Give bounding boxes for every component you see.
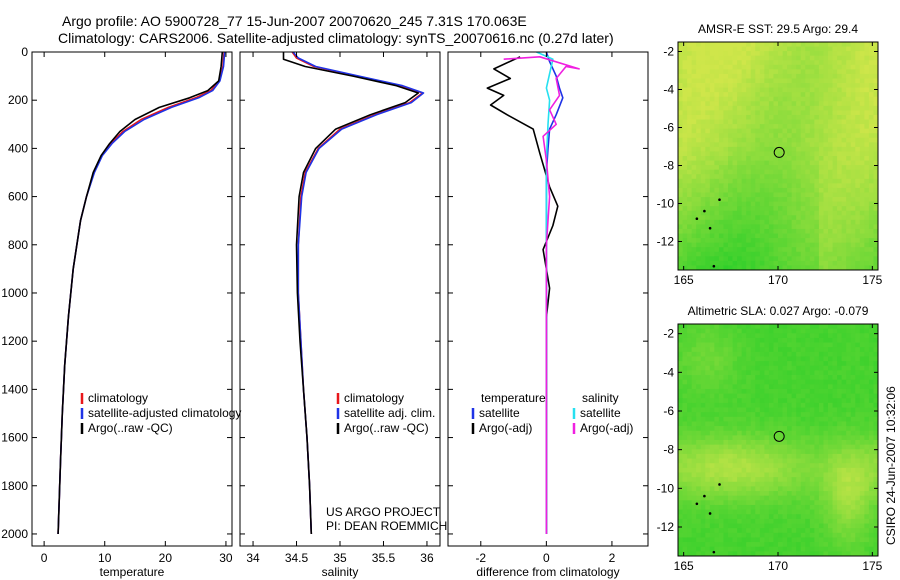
temperature-xtick-label: 0 (41, 551, 48, 565)
depth-tick-label: 1600 (1, 431, 28, 445)
temperature-axes-frame (31, 51, 233, 547)
difference-series-group (486, 52, 580, 534)
sla-map-ytick-label: -12 (657, 520, 675, 534)
difference-xtick-label: -2 (475, 551, 486, 565)
sst-map-title: AMSR-E SST: 29.5 Argo: 29.4 (698, 22, 858, 36)
difference-line-salinity-satellite (536, 52, 554, 534)
difference-xtick-label: 0 (543, 551, 550, 565)
salinity-xtick-label: 34 (246, 551, 260, 565)
depth-tick-label: 0 (21, 45, 28, 59)
sla-map-float-marker (773, 430, 785, 442)
temperature-xtick-label: 30 (219, 551, 233, 565)
sst-map-xtick-label: 175 (862, 273, 882, 287)
csiro-timestamp: CSIRO 24-Jun-2007 10:32:06 (884, 386, 898, 545)
difference-legend-salinity-entry: satellite (580, 406, 621, 420)
sla-map-xtick-label: 165 (674, 559, 694, 573)
sst-map-ytick-label: -6 (663, 121, 674, 135)
temperature-legend-entry: satellite-adjusted climatology (88, 406, 241, 420)
salinity-legend-entry: satellite adj. clim. (344, 406, 435, 420)
temperature-xtick-label: 10 (98, 551, 112, 565)
salinity-line-climatology (291, 52, 424, 535)
temperature-xtick-label: 20 (159, 551, 173, 565)
salinity-legend-entry: climatology (344, 391, 404, 405)
sst-map-xtick-label: 165 (674, 273, 694, 287)
sla-map-island (703, 494, 706, 498)
difference-legend-salinity-entry: Argo(-adj) (580, 421, 633, 435)
sla-map-xtick-label: 170 (768, 559, 788, 573)
sla-map-island (708, 512, 712, 515)
difference-legend-temperature-entry: Argo(-adj) (479, 421, 532, 435)
difference-line-salinity-argo (503, 55, 580, 534)
map-layer: 165 170 175 -2 -4 -6 -8 -10 -12 AMSR-E SST: 29.5 … (657, 22, 883, 573)
sst-map-ytick-label: -12 (657, 235, 675, 249)
depth-tick-label: 2000 (1, 527, 28, 541)
depth-tick-label: 1400 (1, 382, 28, 396)
sst-map-island (712, 264, 716, 268)
temperature-legend-entry: Argo(..raw -QC) (88, 421, 173, 435)
salinity-line-argo (282, 52, 420, 535)
sla-map-ytick-label: -4 (663, 365, 674, 379)
salinity-xtick-label: 35 (333, 551, 347, 565)
salinity-xtick-label: 34.5 (285, 551, 309, 565)
salinity-line-satellite (292, 52, 425, 535)
salinity-xtick-label: 35.5 (372, 551, 396, 565)
temperature-line-satellite (57, 52, 226, 535)
sst-map-ytick-label: -10 (657, 197, 675, 211)
sst-map-float-marker (773, 146, 785, 158)
sla-map-ytick-label: -6 (663, 404, 674, 418)
project-label: US ARGO PROJECT (326, 505, 441, 519)
sla-map-island (718, 483, 721, 486)
sla-map-raster (678, 324, 879, 557)
difference-legend-temperature-header: temperature (481, 391, 546, 405)
depth-tick-label: 1200 (1, 334, 28, 348)
sst-map-island (695, 217, 699, 220)
temperature-line-climatology (57, 52, 225, 535)
temperature-series-group (57, 52, 226, 535)
sst-map-raster (678, 42, 879, 271)
depth-tick-label: 800 (8, 238, 28, 252)
temperature-legend-entry: climatology (88, 391, 148, 405)
salinity-series-group (282, 52, 425, 535)
sst-map-ytick-label: -4 (663, 83, 674, 97)
plot-layer: 0 10 20 30temperature0200400600800100012001… (1, 45, 649, 579)
salinity-xtick-label: 36 (420, 551, 434, 565)
difference-axes-frame (447, 51, 649, 547)
depth-tick-label: 400 (8, 141, 28, 155)
salinity-xlabel: salinity (322, 565, 359, 579)
sla-map-xtick-label: 175 (862, 559, 882, 573)
sst-map-island (708, 226, 712, 230)
sla-map-island (695, 502, 699, 506)
sla-map-title: Altimetric SLA: 0.027 Argo: -0.079 (688, 304, 869, 318)
figure-title-line-2: Climatology: CARS2006. Satellite-adjuste… (58, 30, 614, 46)
sst-map-island (718, 198, 721, 201)
temperature-line-argo (57, 52, 224, 535)
depth-tick-label: 1000 (1, 286, 28, 300)
depth-tick-label: 600 (8, 190, 28, 204)
sla-map-ytick-label: -8 (663, 443, 674, 457)
difference-xtick-label: 2 (609, 551, 616, 565)
temperature-xlabel: temperature (100, 565, 165, 579)
sst-map-island (703, 209, 706, 213)
difference-xlabel: difference from climatology (476, 565, 619, 579)
difference-legend-temperature-entry: satellite (479, 406, 520, 420)
sla-map-ytick-label: -10 (657, 481, 675, 495)
sla-map-ytick-label: -2 (663, 327, 674, 341)
salinity-axes-frame (239, 51, 441, 547)
sst-map-ytick-label: -2 (663, 45, 674, 59)
pi-label: PI: DEAN ROEMMICH (326, 519, 447, 533)
sla-map-island (712, 550, 716, 554)
salinity-legend-entry: Argo(..raw -QC) (344, 421, 429, 435)
sst-map-ytick-label: -8 (663, 159, 674, 173)
depth-tick-label: 200 (8, 93, 28, 107)
difference-legend-salinity-header: salinity (582, 391, 619, 405)
sst-map-xtick-label: 170 (768, 273, 788, 287)
depth-tick-label: 1800 (1, 479, 28, 493)
figure-title-line-1: Argo profile: AO 5900728_77 15-Jun-2007 … (62, 13, 527, 29)
